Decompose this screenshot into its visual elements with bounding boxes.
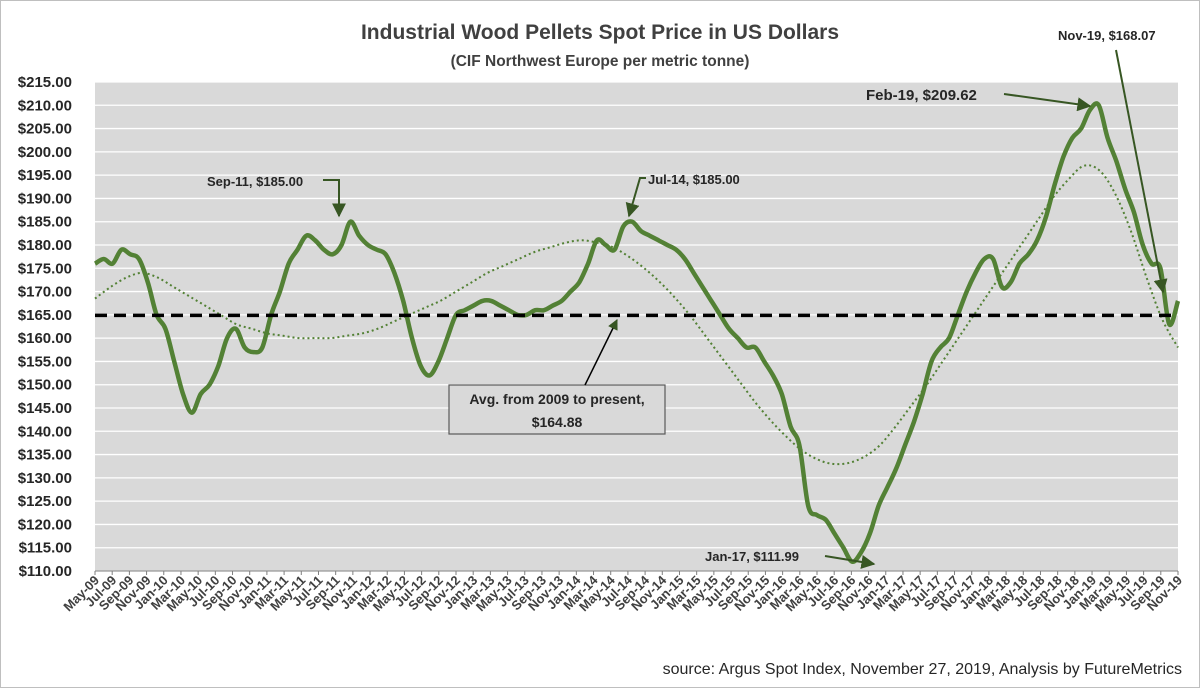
y-tick-label: $130.00 [18,470,72,487]
source-note: source: Argus Spot Index, November 27, 2… [663,661,1182,678]
y-tick-label: $140.00 [18,423,72,440]
annotations: Sep-11, $185.00 Jul-14, $185.00 Feb-19, … [207,28,1168,569]
series-layer [93,101,1181,564]
y-tick-label: $195.00 [18,167,72,184]
annotation-nov-19: Nov-19, $168.07 [1058,28,1156,43]
chart-title: Industrial Wood Pellets Spot Price in US… [361,21,839,44]
y-tick-label: $120.00 [18,516,72,533]
arrow-nov-19 [1115,49,1168,294]
y-tick-label: $170.00 [18,284,72,301]
arrow-feb-19 [1003,93,1092,112]
y-tick-label: $215.00 [18,74,72,91]
y-tick-label: $125.00 [18,493,72,510]
y-tick-label: $135.00 [18,447,72,464]
y-tick-label: $180.00 [18,237,72,254]
annotation-sep-11: Sep-11, $185.00 [207,174,303,189]
arrow-jul-14 [625,177,646,218]
y-tick-label: $185.00 [18,214,72,231]
y-tick-label: $115.00 [19,540,72,557]
avg-callout-line1: Avg. from 2009 to present, [469,391,644,407]
avg-callout-line2: $164.88 [532,414,583,430]
y-axis: $215.00 $210.00 $205.00 $200.00 $195.00 $190.… [18,74,72,580]
y-tick-label: $190.00 [18,190,72,207]
y-tick-label: $110.00 [19,563,72,580]
annotation-feb-19: Feb-19, $209.62 [866,87,977,104]
y-tick-label: $175.00 [18,260,72,277]
y-tick-label: $155.00 [18,353,72,370]
plot-area [95,82,1178,571]
trend-line [94,164,1179,466]
y-tick-label: $205.00 [18,121,72,138]
arrow-jan-17 [824,555,876,569]
y-tick-label: $210.00 [18,97,72,114]
grid-lines [95,81,1178,572]
y-tick-label: $200.00 [18,144,72,161]
price-line [93,101,1181,564]
y-tick-label: $165.00 [18,307,72,324]
y-tick-label: $160.00 [18,330,72,347]
annotation-jul-14: Jul-14, $185.00 [648,172,740,187]
y-tick-label: $150.00 [18,377,72,394]
arrow-sep-11 [323,179,346,218]
annotation-jan-17: Jan-17, $111.99 [705,549,799,564]
y-tick-label: $145.00 [18,400,72,417]
avg-callout-box [448,384,666,435]
arrow-avg [584,319,618,386]
chart-subtitle: (CIF Northwest Europe per metric tonne) [451,53,750,70]
